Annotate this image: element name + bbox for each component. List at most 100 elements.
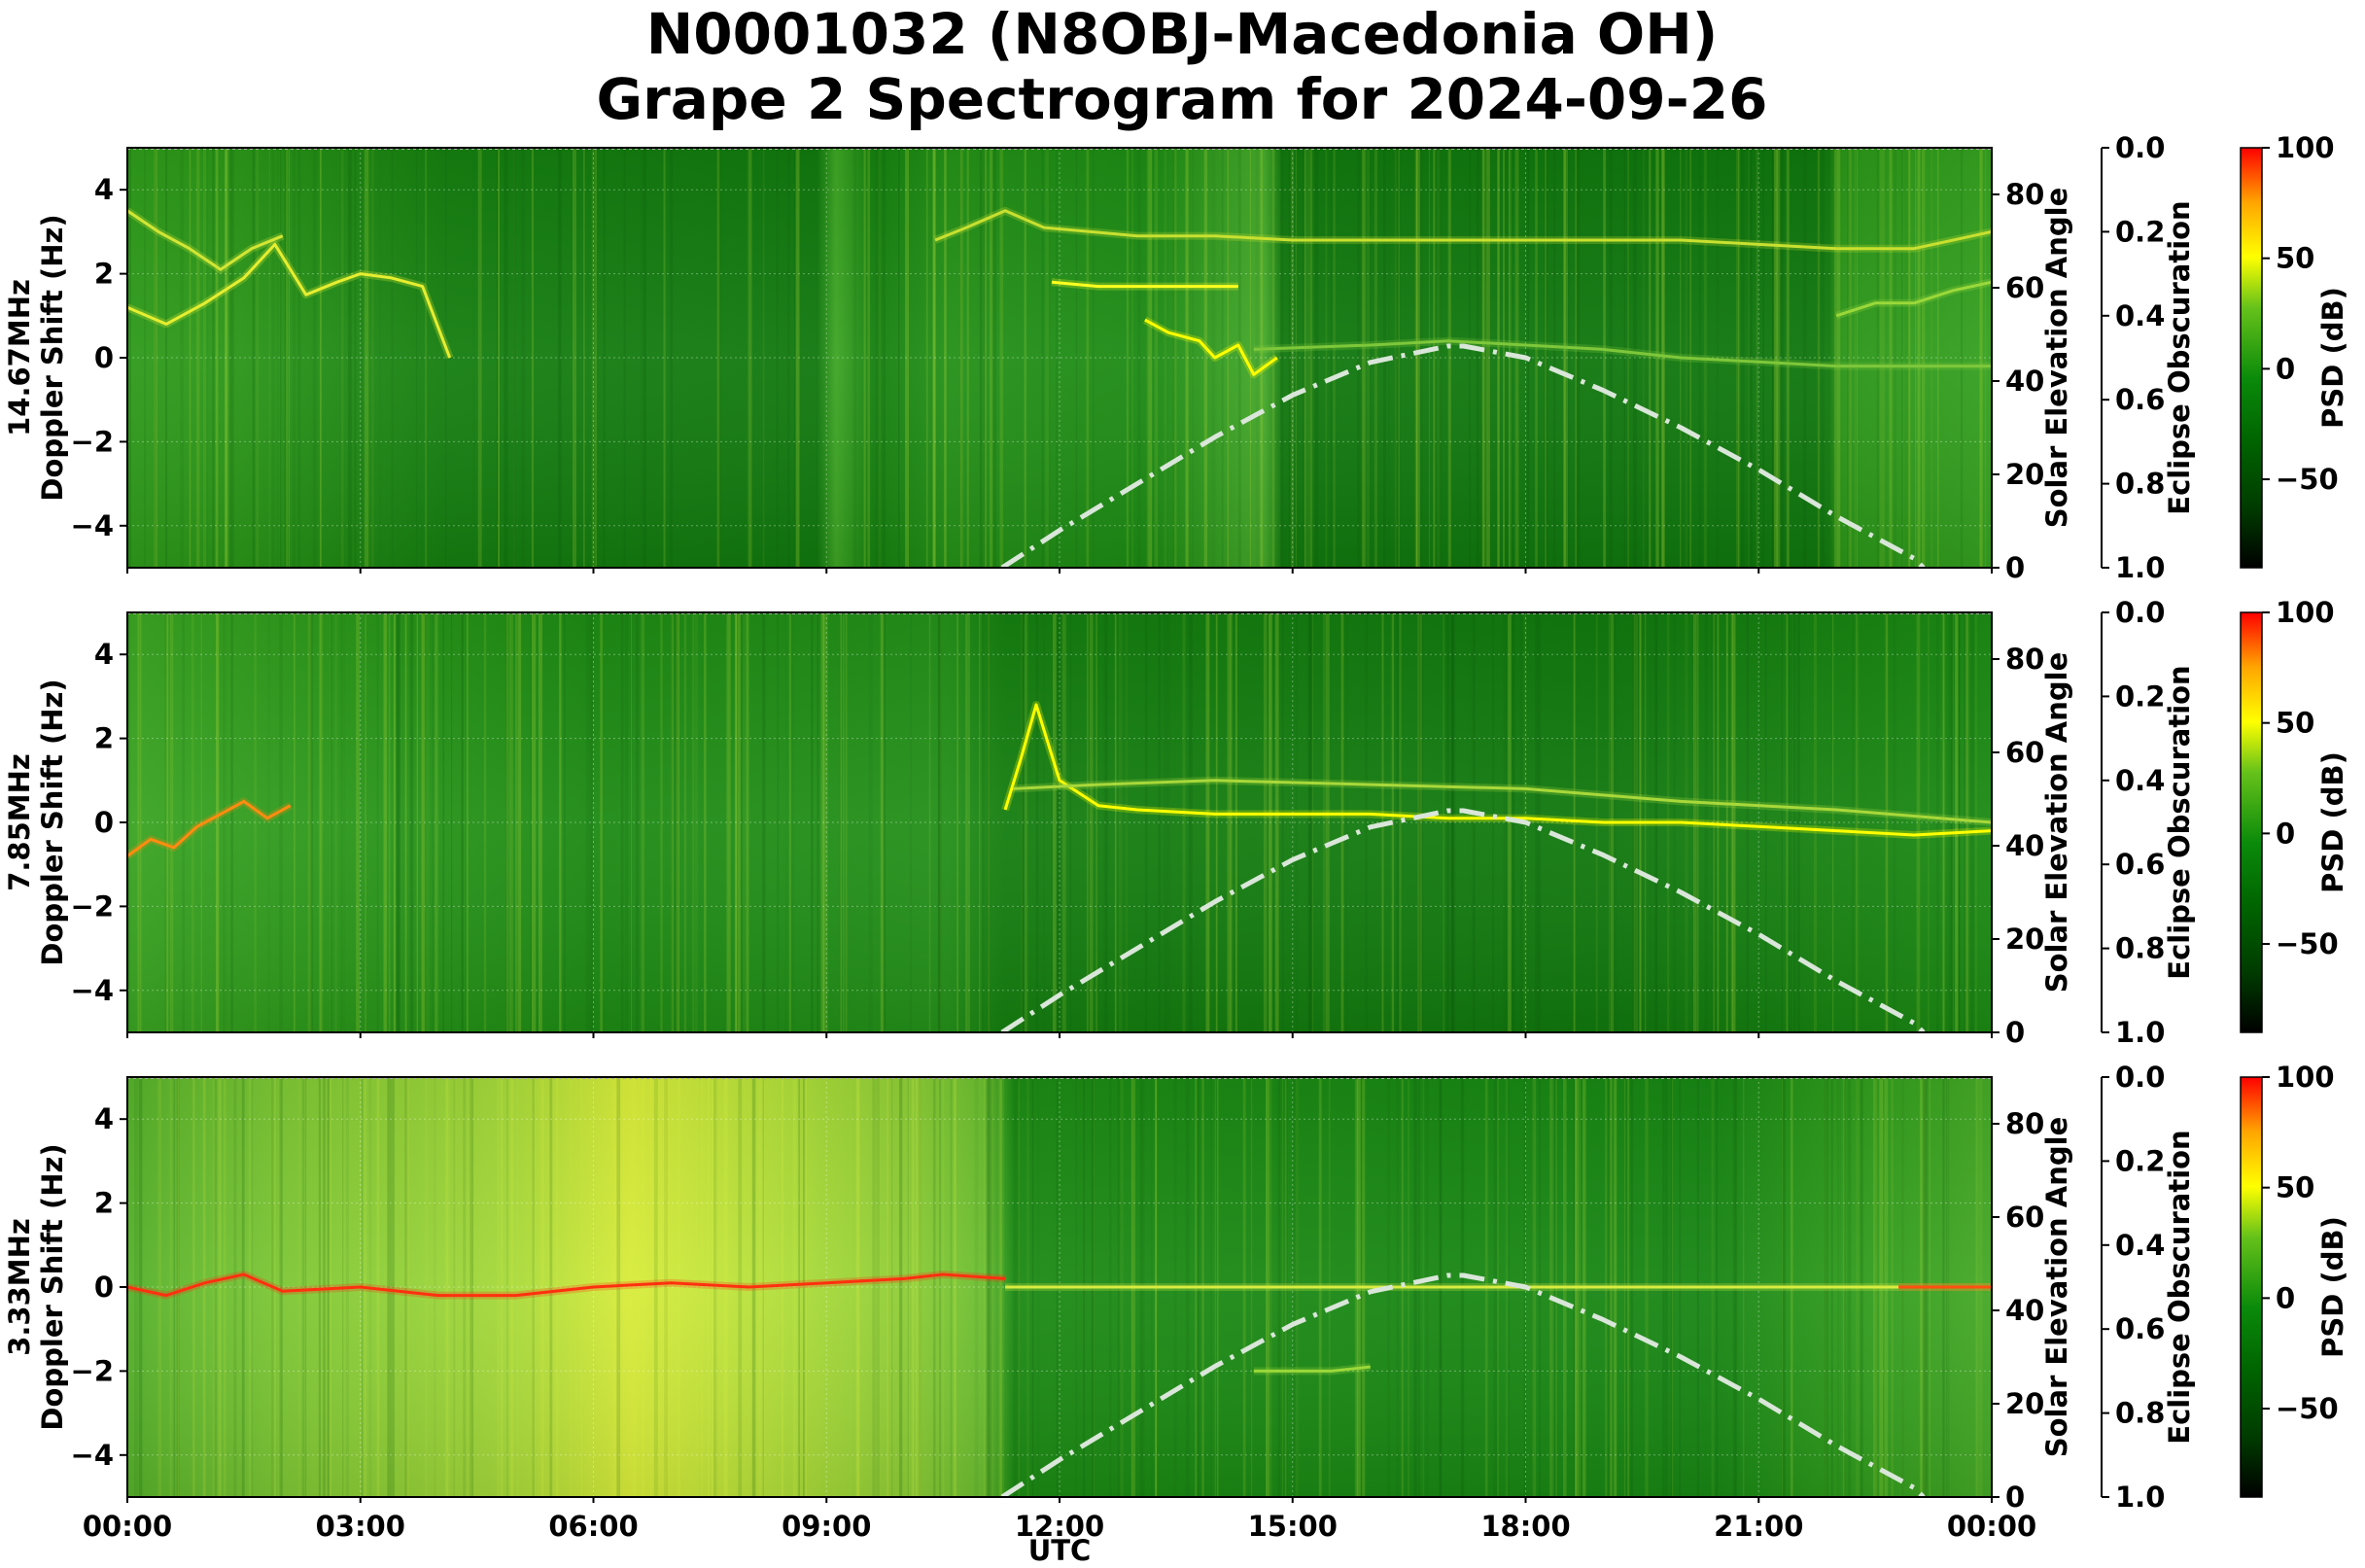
texture-streak xyxy=(585,612,589,1032)
texture-streak xyxy=(670,148,674,568)
texture-streak xyxy=(1446,612,1449,1032)
texture-streak xyxy=(1437,148,1441,568)
eclipse-tick-label: 0.0 xyxy=(2115,131,2165,164)
texture-streak xyxy=(1268,612,1272,1032)
texture-streak xyxy=(887,1077,890,1497)
texture-streak xyxy=(483,612,487,1032)
texture-streak xyxy=(405,1077,409,1497)
texture-streak xyxy=(784,612,788,1032)
texture-streak xyxy=(1026,612,1028,1032)
texture-streak xyxy=(1565,148,1570,568)
texture-streak xyxy=(454,1077,457,1497)
texture-streak xyxy=(1748,148,1750,568)
colorbar-tick-label: 100 xyxy=(2276,596,2335,629)
texture-streak xyxy=(1433,148,1436,568)
texture-streak xyxy=(1778,148,1782,568)
texture-streak xyxy=(559,612,562,1032)
texture-streak xyxy=(1901,148,1903,568)
texture-streak xyxy=(1848,148,1852,568)
spectrogram-panel-3.33MHz: 420−2−43.33MHz Doppler Shift (Hz)02040608… xyxy=(3,1061,2349,1514)
texture-streak xyxy=(643,148,646,568)
texture-streak xyxy=(564,612,566,1032)
texture-streak xyxy=(301,1077,305,1497)
texture-streak xyxy=(1813,612,1817,1032)
texture-streak xyxy=(176,1077,180,1497)
texture-streak xyxy=(1497,148,1500,568)
texture-streak xyxy=(582,148,585,568)
texture-streak xyxy=(591,148,596,568)
texture-streak xyxy=(477,148,482,568)
eclipse-tick-label: 0.0 xyxy=(2115,596,2165,629)
colorbar-gradient xyxy=(2240,147,2263,569)
texture-streak xyxy=(217,1077,221,1497)
texture-streak xyxy=(340,612,343,1032)
colorbar-tick-label: 50 xyxy=(2276,242,2314,275)
texture-streak xyxy=(365,612,366,1032)
texture-streak xyxy=(1308,612,1312,1032)
texture-streak xyxy=(1290,148,1294,568)
texture-streak xyxy=(397,612,400,1032)
texture-streak xyxy=(501,1077,504,1497)
psd-colorbar: 100 50 0 −50 PSD (dB) xyxy=(2240,596,2349,1033)
texture-streak xyxy=(1852,612,1855,1032)
texture-streak xyxy=(1309,148,1313,568)
texture-streak xyxy=(1564,148,1568,568)
texture-streak xyxy=(305,1077,307,1497)
texture-streak xyxy=(1418,148,1423,568)
frequency-label: 3.33MHz xyxy=(3,1218,36,1356)
texture-streak xyxy=(649,1077,653,1497)
texture-streak xyxy=(280,148,282,568)
texture-streak xyxy=(1575,148,1577,568)
texture-streak xyxy=(538,1077,541,1497)
texture-streak xyxy=(822,612,825,1032)
elevation-axis-label: Solar Elevation Angle xyxy=(2040,652,2073,993)
texture-streak xyxy=(1114,612,1117,1032)
texture-streak xyxy=(925,148,928,568)
texture-streak xyxy=(641,612,644,1032)
texture-streak xyxy=(1306,148,1310,568)
texture-streak xyxy=(1827,148,1831,568)
colorbar-tick-label: 50 xyxy=(2276,1171,2314,1204)
elevation-tick-label: 60 xyxy=(2005,736,2044,769)
texture-streak xyxy=(277,148,279,568)
texture-streak xyxy=(1786,148,1790,568)
colorbar-label: PSD (dB) xyxy=(2316,751,2349,893)
texture-streak xyxy=(589,612,593,1032)
texture-streak xyxy=(426,612,430,1032)
texture-streak xyxy=(365,148,368,568)
texture-streak xyxy=(409,612,414,1032)
texture-streak xyxy=(880,612,885,1032)
texture-streak xyxy=(1271,148,1275,568)
texture-streak xyxy=(319,612,322,1032)
y-axis-label: Doppler Shift (Hz) xyxy=(36,1143,69,1430)
texture-streak xyxy=(738,612,742,1032)
texture-streak xyxy=(1451,612,1454,1032)
texture-streak xyxy=(555,1077,559,1497)
texture-streak xyxy=(1711,612,1715,1032)
chart-title-line2: Grape 2 Spectrogram for 2024-09-26 xyxy=(597,66,1768,132)
texture-streak xyxy=(200,612,202,1032)
texture-streak xyxy=(1661,148,1664,568)
spectrogram-panel-7.85MHz: 420−2−47.85MHz Doppler Shift (Hz)02040608… xyxy=(3,596,2349,1049)
texture-streak xyxy=(787,148,790,568)
texture-streak xyxy=(361,148,363,568)
texture-streak xyxy=(354,148,356,568)
texture-streak xyxy=(663,148,666,568)
texture-streak xyxy=(788,612,791,1032)
texture-streak xyxy=(798,1077,800,1497)
texture-streak xyxy=(855,1077,860,1497)
texture-streak xyxy=(1227,148,1230,568)
texture-streak xyxy=(1856,148,1858,568)
texture-streak xyxy=(225,148,228,568)
texture-streak xyxy=(298,1077,300,1497)
texture-streak xyxy=(1661,148,1665,568)
texture-streak xyxy=(950,1077,953,1497)
plot-area xyxy=(127,1077,1992,1497)
texture-streak xyxy=(1788,612,1792,1032)
texture-streak xyxy=(254,612,257,1032)
texture-streak xyxy=(376,1077,380,1497)
texture-streak xyxy=(1577,148,1581,568)
colorbar-label: PSD (dB) xyxy=(2316,287,2349,429)
texture-streak xyxy=(1260,148,1264,568)
